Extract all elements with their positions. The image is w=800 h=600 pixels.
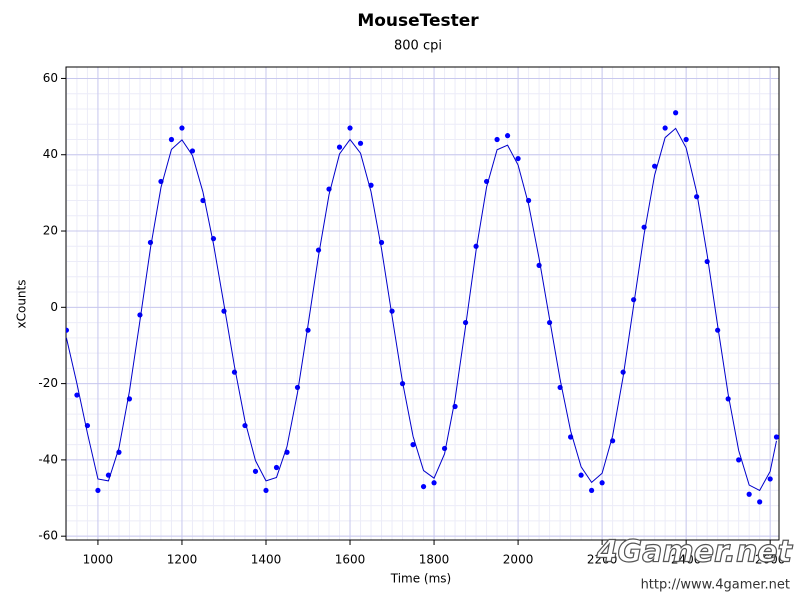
- plot-background: [66, 67, 779, 540]
- plot-area: 1000 1200 1400 1600 1800 2000 2200 2400 2600 -60 -…: [38, 66, 786, 567]
- series-group: [66, 110, 779, 505]
- y-tick-label: -20: [38, 376, 58, 390]
- chart-subtitle: 800 cpi: [394, 39, 442, 54]
- line: [66, 127, 777, 492]
- point: [189, 148, 196, 154]
- point: [757, 499, 763, 505]
- point: [347, 125, 353, 131]
- point: [704, 258, 710, 265]
- point: [66, 327, 70, 333]
- point: [336, 144, 343, 150]
- point: [137, 312, 143, 318]
- watermark: 4Gamer.net: [596, 535, 794, 570]
- point: [773, 434, 779, 440]
- point: [252, 468, 259, 474]
- x-tick-label: 2200: [587, 553, 618, 567]
- y-tick-label: 40: [43, 147, 58, 161]
- point: [315, 247, 322, 253]
- watermark-url: http://www.4gamer.net: [641, 578, 790, 593]
- x-axis-label: Time (ms): [390, 572, 452, 586]
- x-tick-label: 1600: [335, 553, 366, 567]
- x-tick-label: 2400: [671, 553, 702, 567]
- point: [420, 483, 427, 490]
- point: [515, 155, 521, 162]
- point: [494, 136, 500, 143]
- point: [504, 133, 511, 139]
- point: [431, 480, 437, 486]
- x-tick-label: 1000: [83, 553, 114, 567]
- point: [746, 491, 752, 497]
- x-tick-label: 2000: [503, 553, 534, 567]
- y-tick-label: 60: [43, 71, 58, 85]
- point: [273, 464, 280, 471]
- x-tick-label: 1800: [419, 553, 450, 567]
- plot-frame: [65, 66, 780, 541]
- point: [725, 396, 731, 402]
- point: [168, 136, 175, 143]
- point: [294, 384, 301, 391]
- point: [74, 392, 80, 398]
- point: [147, 239, 154, 246]
- point: [652, 163, 658, 169]
- point: [767, 476, 773, 482]
- point: [578, 472, 584, 478]
- point: [462, 319, 469, 326]
- y-tick-label: 0: [50, 300, 58, 314]
- point: [599, 480, 605, 486]
- chart-title: MouseTester: [357, 11, 479, 31]
- x-tick-label: 2600: [755, 553, 786, 567]
- y-axis-label: xCounts: [15, 280, 29, 329]
- point: [683, 136, 689, 143]
- point: [662, 125, 668, 131]
- point: [263, 487, 269, 494]
- point: [631, 297, 637, 303]
- point: [589, 487, 595, 494]
- x-tick-label: 1400: [251, 553, 282, 567]
- y-tick-label: 20: [43, 224, 58, 238]
- point: [95, 487, 101, 494]
- point: [179, 125, 185, 131]
- point: [357, 140, 364, 146]
- point: [410, 442, 416, 448]
- x-tick-label: 1200: [167, 553, 198, 567]
- y-tick-label: -60: [38, 529, 58, 543]
- point: [673, 110, 679, 116]
- y-tick-label: -40: [38, 452, 58, 466]
- point: [736, 457, 742, 463]
